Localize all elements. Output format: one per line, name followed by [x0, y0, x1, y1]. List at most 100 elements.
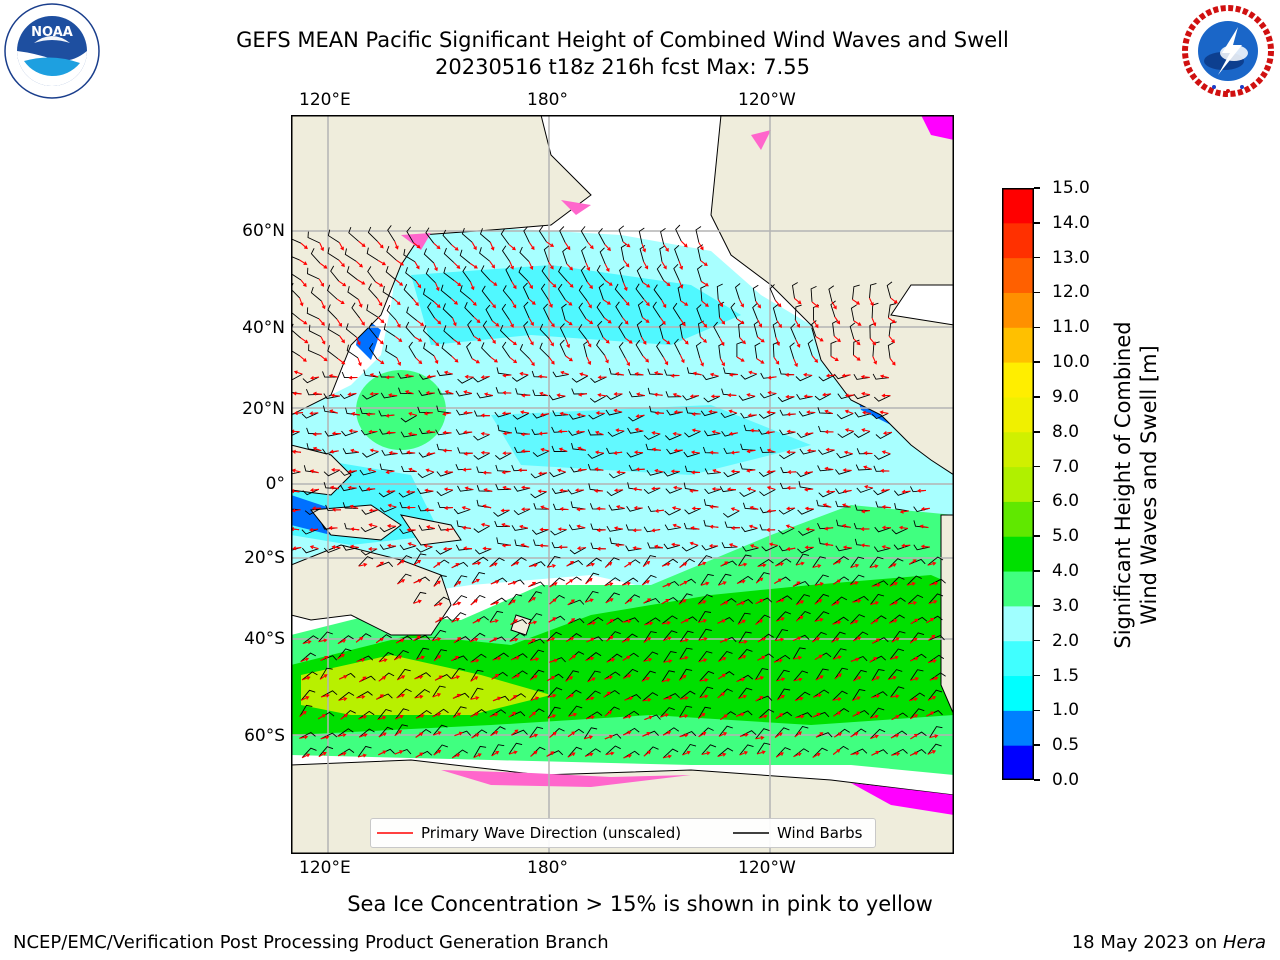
wind-barb: [515, 388, 531, 396]
wind-barb: [596, 339, 606, 356]
wave-direction-arrow: [907, 600, 918, 605]
wave-direction-arrow: [331, 467, 341, 472]
wave-direction-arrow: [394, 750, 404, 755]
wave-direction-arrow: [698, 732, 707, 738]
wave-direction-arrow: [623, 730, 632, 736]
wave-direction-arrow: [709, 372, 719, 377]
wave-direction-arrow: [388, 393, 398, 398]
wave-direction-arrow: [396, 357, 402, 366]
colorbar-tick-mark: [1034, 361, 1040, 363]
wave-direction-arrow: [491, 320, 500, 327]
wind-barb: [678, 593, 693, 605]
wave-direction-arrow: [604, 675, 614, 680]
wave-direction-arrow: [748, 524, 758, 529]
wave-direction-arrow: [804, 487, 814, 492]
wave-direction-arrow: [871, 694, 881, 699]
wind-barb: [301, 671, 318, 681]
wave-direction-arrow: [414, 694, 424, 699]
wave-direction-arrow: [425, 468, 435, 473]
wind-barb: [547, 687, 563, 698]
wind-barb: [490, 597, 507, 606]
wave-direction-arrow: [413, 242, 421, 249]
wave-direction-arrow: [596, 528, 606, 533]
wave-direction-arrow: [539, 412, 549, 417]
wind-barb: [742, 502, 759, 510]
wave-direction-arrow: [482, 546, 492, 551]
wind-barb: [530, 491, 547, 499]
wave-direction-arrow: [397, 559, 405, 566]
wind-barb: [495, 452, 512, 460]
wind-barb: [699, 686, 714, 698]
wave-direction-arrow: [755, 577, 764, 584]
wind-barb: [320, 690, 338, 698]
wave-direction-arrow: [366, 412, 376, 417]
wind-barb: [567, 489, 585, 495]
wave-direction-arrow: [698, 242, 704, 251]
wave-direction-arrow: [463, 410, 473, 415]
wave-direction-arrow: [661, 678, 671, 683]
wave-direction-arrow: [331, 431, 341, 436]
wave-direction-arrow: [426, 374, 436, 379]
wave-direction-arrow: [692, 371, 702, 376]
wave-direction-arrow: [549, 582, 558, 588]
wind-barb: [719, 486, 737, 493]
wind-barb: [327, 229, 340, 243]
wave-direction-arrow: [368, 546, 378, 551]
wave-direction-arrow: [622, 655, 631, 661]
wave-direction-arrow: [491, 751, 500, 757]
wind-barb: [607, 430, 625, 437]
wave-direction-arrow: [378, 750, 387, 756]
wave-direction-arrow: [602, 337, 610, 344]
wave-direction-arrow: [850, 732, 859, 738]
wave-direction-arrow: [766, 410, 776, 415]
wind-barb: [380, 392, 398, 399]
wind-barb: [419, 374, 436, 380]
wind-barb: [832, 556, 849, 565]
wave-direction-arrow: [881, 504, 891, 510]
wind-barb: [357, 745, 372, 758]
wind-barb: [383, 323, 396, 337]
wind-barb: [585, 690, 601, 701]
wind-barb: [700, 410, 718, 417]
wave-direction-arrow: [566, 560, 575, 567]
wave-direction-arrow: [844, 409, 854, 415]
wave-direction-arrow: [622, 241, 631, 248]
wind-barb: [291, 546, 302, 551]
wave-direction-arrow: [558, 545, 568, 550]
wave-direction-arrow: [340, 713, 348, 720]
wave-direction-arrow: [549, 658, 558, 663]
wind-barb: [511, 670, 528, 679]
wave-direction-arrow: [773, 356, 780, 365]
wave-direction-arrow: [299, 318, 308, 325]
wave-direction-arrow: [739, 732, 749, 738]
wave-direction-arrow: [331, 507, 342, 512]
wave-direction-arrow: [527, 638, 536, 645]
wave-direction-arrow: [690, 450, 700, 455]
wave-direction-arrow: [564, 242, 571, 251]
wind-barb: [511, 729, 528, 736]
wave-direction-arrow: [406, 505, 416, 510]
wind-barb: [546, 555, 561, 568]
wave-direction-arrow: [711, 487, 721, 492]
wave-direction-arrow: [528, 261, 534, 270]
wave-direction-arrow: [853, 320, 862, 326]
wave-direction-arrow: [718, 657, 727, 662]
wave-direction-arrow: [511, 656, 520, 661]
wave-direction-arrow: [328, 373, 338, 379]
wind-barb: [626, 506, 643, 512]
wave-direction-arrow: [453, 580, 462, 587]
wave-direction-arrow: [726, 487, 737, 492]
wave-direction-arrow: [852, 599, 862, 603]
wind-barb: [665, 391, 682, 398]
wave-direction-arrow: [749, 505, 759, 510]
wind-barb: [568, 524, 586, 531]
wave-direction-arrow: [358, 562, 368, 567]
wave-direction-arrow: [766, 448, 776, 453]
wind-barb: [795, 594, 811, 606]
wind-barb: [704, 468, 721, 475]
wave-direction-arrow: [643, 657, 653, 663]
wind-barb: [436, 489, 454, 497]
wind-barb: [755, 668, 769, 681]
wave-direction-arrow: [415, 357, 423, 365]
wave-direction-arrow: [463, 390, 473, 395]
